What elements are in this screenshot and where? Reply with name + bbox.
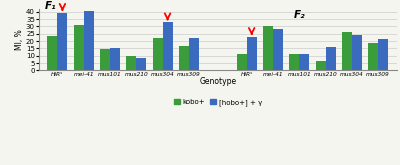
Bar xyxy=(84,11,94,70)
Text: F₂: F₂ xyxy=(294,10,305,20)
Y-axis label: MI, %: MI, % xyxy=(16,29,24,50)
Bar xyxy=(100,49,110,70)
X-axis label: Genotype: Genotype xyxy=(199,77,236,86)
Bar xyxy=(263,26,273,70)
Bar xyxy=(352,34,362,70)
Bar xyxy=(126,56,136,70)
Bar xyxy=(162,22,172,70)
Bar xyxy=(326,47,336,70)
Bar xyxy=(289,53,299,70)
Bar xyxy=(136,58,146,70)
Bar xyxy=(179,46,189,70)
Legend: kobo+, [hobo+] + γ: kobo+, [hobo+] + γ xyxy=(171,96,265,109)
Bar xyxy=(368,43,378,70)
Bar xyxy=(247,37,257,70)
Bar xyxy=(189,38,199,70)
Bar xyxy=(273,29,283,70)
Text: F₁: F₁ xyxy=(44,1,56,11)
Bar xyxy=(237,53,247,70)
Bar xyxy=(152,38,162,70)
Bar xyxy=(74,25,84,70)
Bar xyxy=(316,61,326,70)
Bar xyxy=(342,32,352,70)
Bar xyxy=(48,36,58,70)
Bar xyxy=(299,54,309,70)
Bar xyxy=(58,13,68,70)
Bar xyxy=(378,39,388,70)
Bar xyxy=(110,48,120,70)
